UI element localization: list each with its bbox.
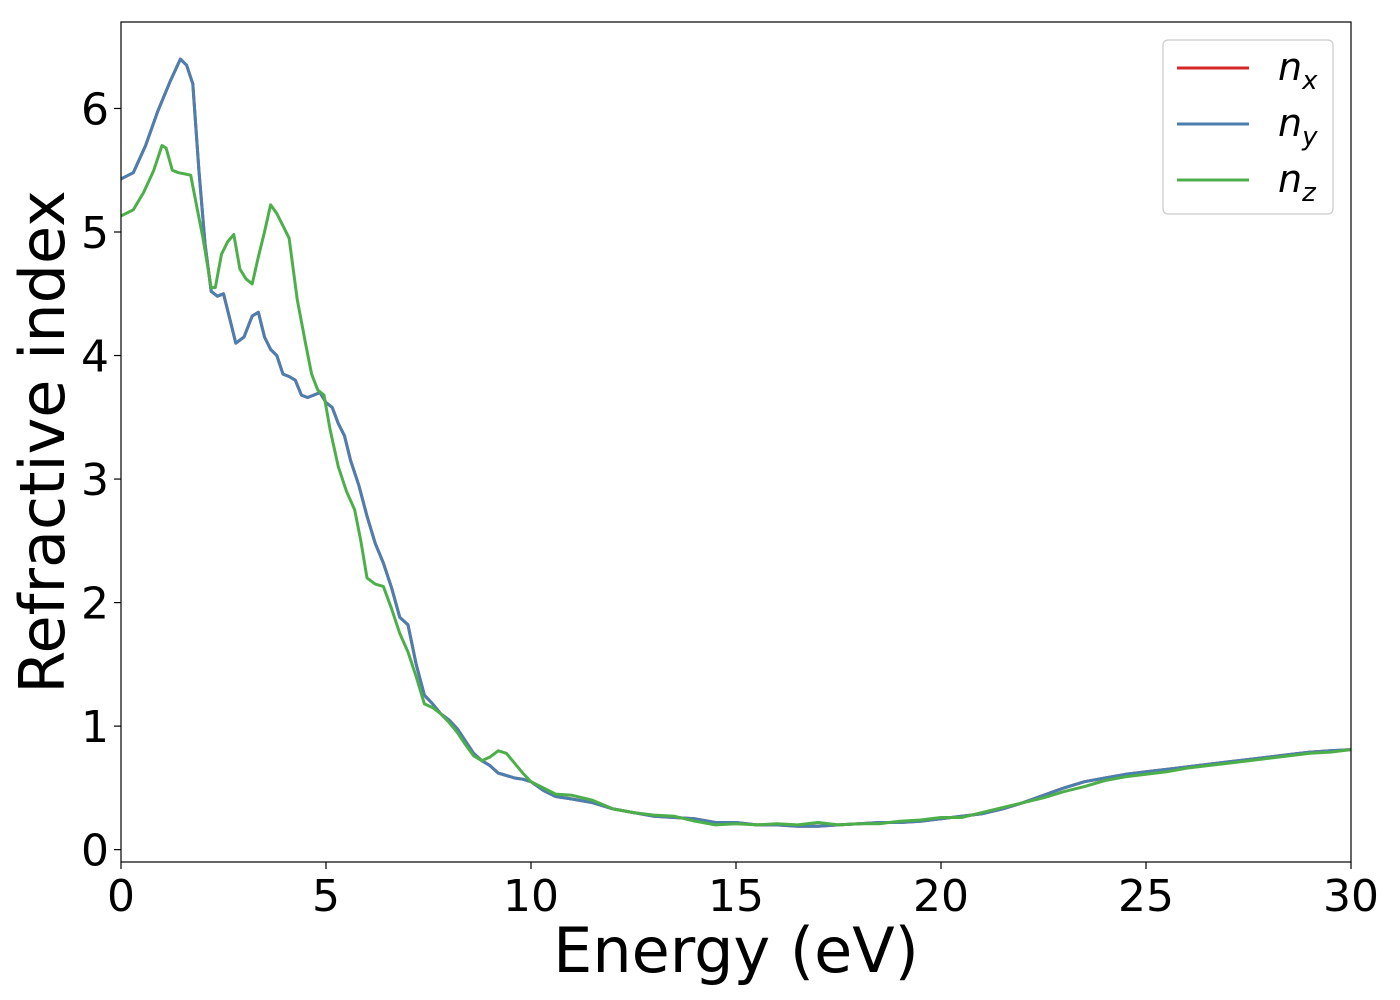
x-tick-label: 15 xyxy=(708,871,764,922)
legend-label-x: nx xyxy=(1278,45,1318,96)
y-tick-label: 0 xyxy=(81,826,109,877)
legend-label-y: ny xyxy=(1278,101,1318,152)
y-tick-label: 1 xyxy=(81,702,109,753)
y-tick-label: 5 xyxy=(81,208,109,259)
x-tick-label: 0 xyxy=(107,871,135,922)
y-axis-ticks: 0 1 2 3 4 5 6 xyxy=(81,84,121,877)
y-tick-label: 3 xyxy=(81,455,109,506)
x-axis-ticks: 0 5 10 15 20 25 30 xyxy=(107,862,1379,922)
y-tick-label: 4 xyxy=(81,332,109,383)
x-tick-label: 5 xyxy=(312,871,340,922)
series-layer xyxy=(121,57,1351,828)
legend-box xyxy=(1162,39,1334,215)
x-tick-label: 25 xyxy=(1118,871,1174,922)
y-axis-label: Refractive index xyxy=(6,190,79,694)
x-axis-label: Energy (eV) xyxy=(553,914,919,987)
y-tick-label: 2 xyxy=(81,579,109,630)
y-tick-label: 6 xyxy=(81,84,109,135)
x-tick-label: 30 xyxy=(1323,871,1379,922)
legend-label-z: nz xyxy=(1278,157,1317,208)
x-tick-label: 20 xyxy=(913,871,969,922)
x-tick-label: 10 xyxy=(503,871,559,922)
series-line-z xyxy=(121,144,1351,827)
